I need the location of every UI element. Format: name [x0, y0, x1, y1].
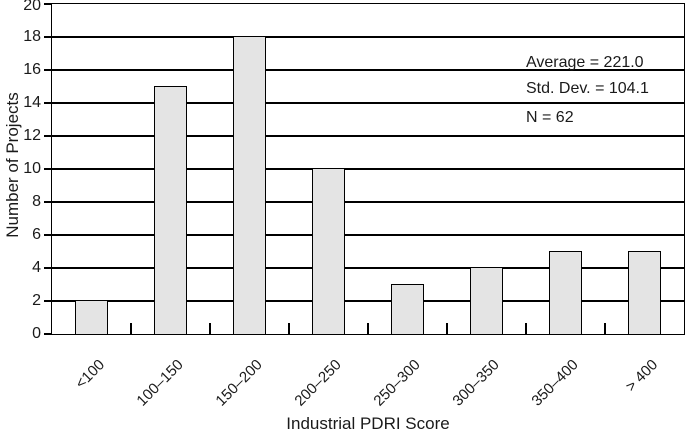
gridline	[52, 135, 684, 137]
gridline	[52, 36, 684, 38]
y-axis-title: Number of Projects	[3, 92, 22, 238]
y-axis-tick	[44, 333, 52, 335]
y-axis-tick	[44, 69, 52, 71]
y-axis-tick	[44, 3, 52, 5]
y-tick-label: 0	[32, 325, 41, 342]
plot-border	[51, 3, 685, 335]
y-tick-label: 20	[23, 0, 41, 14]
x-axis-title: Industrial PDRI Score	[286, 414, 450, 433]
annotation-line: Std. Dev. = 104.1	[526, 80, 649, 97]
y-tick-label: 16	[23, 61, 41, 78]
gridline	[52, 300, 684, 302]
x-minor-tick	[604, 323, 606, 334]
y-axis-tick	[44, 36, 52, 38]
y-tick-label: 18	[23, 28, 41, 45]
y-axis-tick	[44, 135, 52, 137]
x-minor-tick	[130, 323, 132, 334]
y-axis-tick	[44, 234, 52, 236]
annotation-line: N = 62	[526, 109, 574, 126]
x-minor-tick	[525, 323, 527, 334]
y-tick-label: 10	[23, 160, 41, 177]
x-minor-tick	[209, 323, 211, 334]
y-axis-tick	[44, 300, 52, 302]
bar	[470, 267, 503, 335]
bar	[312, 168, 345, 335]
gridline	[52, 168, 684, 170]
y-axis-tick	[44, 168, 52, 170]
x-minor-tick	[367, 323, 369, 334]
gridline	[52, 234, 684, 236]
y-tick-label: 2	[32, 292, 41, 309]
annotation-line: Average = 221.0	[526, 54, 644, 71]
y-axis-tick	[44, 102, 52, 104]
x-minor-tick	[288, 323, 290, 334]
y-tick-label: 14	[23, 94, 41, 111]
y-tick-label: 4	[32, 259, 41, 276]
gridline	[52, 201, 684, 203]
y-axis-tick	[44, 267, 52, 269]
y-tick-label: 12	[23, 127, 41, 144]
gridline	[52, 102, 684, 104]
bar	[628, 250, 661, 335]
gridline	[52, 267, 684, 269]
y-tick-label: 8	[32, 193, 41, 210]
bar	[75, 300, 108, 335]
gridline	[52, 69, 684, 71]
bar	[549, 250, 582, 335]
bar	[233, 36, 266, 335]
x-minor-tick	[446, 323, 448, 334]
y-tick-label: 6	[32, 226, 41, 243]
y-axis-tick	[44, 201, 52, 203]
